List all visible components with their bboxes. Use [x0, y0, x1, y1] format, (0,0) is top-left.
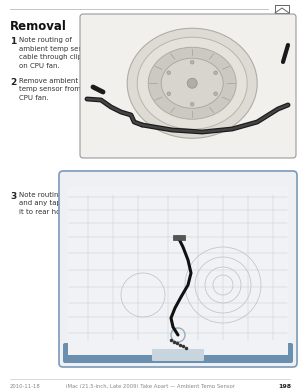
Text: 2010-11-18: 2010-11-18 — [10, 384, 41, 388]
Circle shape — [190, 61, 194, 64]
FancyBboxPatch shape — [59, 171, 297, 367]
Ellipse shape — [127, 28, 257, 138]
Circle shape — [190, 102, 194, 106]
Bar — [173, 235, 185, 240]
FancyBboxPatch shape — [63, 343, 293, 363]
Bar — [68, 187, 288, 355]
Circle shape — [214, 92, 217, 95]
Text: 198: 198 — [278, 384, 291, 388]
Text: Remove ambient
temp sensor from
CPU fan.: Remove ambient temp sensor from CPU fan. — [19, 78, 81, 101]
FancyBboxPatch shape — [152, 349, 204, 361]
Ellipse shape — [148, 47, 236, 119]
Text: 3: 3 — [10, 192, 16, 201]
Text: Removal: Removal — [10, 20, 67, 33]
Ellipse shape — [161, 58, 223, 108]
Text: Note routing of cable
and any tape securing
it to rear housing.: Note routing of cable and any tape secur… — [19, 192, 98, 215]
Ellipse shape — [137, 37, 247, 129]
Circle shape — [167, 71, 171, 74]
Text: 2: 2 — [10, 78, 16, 87]
Text: iMac (21.5-inch, Late 2009) Take Apart — Ambient Temp Sensor: iMac (21.5-inch, Late 2009) Take Apart —… — [65, 384, 235, 388]
Text: 1: 1 — [10, 37, 16, 46]
Circle shape — [187, 78, 197, 88]
Text: Note routing of
ambient temp sensor
cable through clips
on CPU fan.: Note routing of ambient temp sensor cabl… — [19, 37, 94, 69]
FancyBboxPatch shape — [80, 14, 296, 158]
Circle shape — [214, 71, 217, 74]
Circle shape — [167, 92, 171, 95]
